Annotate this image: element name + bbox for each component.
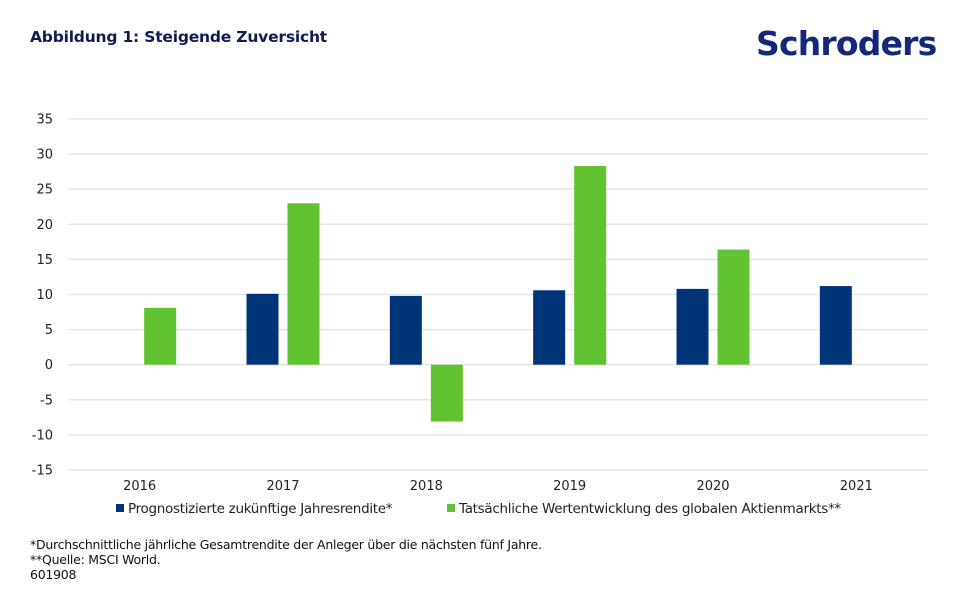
y-tick-label: 0 bbox=[45, 358, 53, 373]
x-tick-label-2021: 2021 bbox=[840, 479, 873, 494]
x-axis-ticks: 2016 2017 2018 2019 2020 2021 bbox=[123, 479, 873, 494]
bar-actual-2018 bbox=[430, 364, 463, 422]
y-tick-label: 35 bbox=[36, 113, 53, 128]
bar-forecast-2017 bbox=[246, 293, 279, 365]
footnotes: *Durchschnittliche jährliche Gesamtrendi… bbox=[30, 537, 542, 582]
y-tick-label: -10 bbox=[32, 428, 53, 443]
footnote-1: *Durchschnittliche jährliche Gesamtrendi… bbox=[30, 537, 542, 552]
legend-swatch-actual bbox=[447, 504, 455, 512]
schroders-logo: Schroders bbox=[756, 24, 937, 63]
grid-lines bbox=[68, 118, 928, 471]
y-tick-label: -15 bbox=[32, 464, 53, 479]
legend: Prognostizierte zukünftige Jahresrendite… bbox=[0, 501, 960, 521]
bar-actual-2020 bbox=[717, 249, 750, 365]
y-tick-label: 20 bbox=[36, 218, 53, 233]
x-tick-label-2019: 2019 bbox=[553, 479, 586, 494]
y-tick-label: -5 bbox=[40, 393, 53, 408]
y-tick-label: 5 bbox=[45, 323, 53, 338]
bar-forecast-2021 bbox=[819, 286, 852, 365]
bars bbox=[144, 166, 852, 422]
legend-label-forecast: Prognostizierte zukünftige Jahresrendite… bbox=[128, 501, 393, 517]
bar-forecast-2018 bbox=[389, 295, 422, 365]
x-tick-label-2018: 2018 bbox=[410, 479, 443, 494]
bar-forecast-2019 bbox=[533, 290, 566, 365]
y-axis-ticks: 35 30 25 20 15 10 5 0 -5 -10 -15 bbox=[32, 113, 53, 479]
legend-item-forecast: Prognostizierte zukünftige Jahresrendite… bbox=[116, 501, 393, 517]
y-tick-label: 10 bbox=[36, 288, 53, 303]
legend-label-actual: Tatsächliche Wertentwicklung des globale… bbox=[459, 501, 841, 517]
footnote-2: **Quelle: MSCI World. bbox=[30, 552, 161, 567]
bar-forecast-2020 bbox=[676, 288, 709, 365]
legend-swatch-forecast bbox=[116, 504, 124, 512]
y-tick-label: 30 bbox=[36, 148, 53, 163]
x-tick-label-2016: 2016 bbox=[123, 479, 156, 494]
bar-actual-2017 bbox=[287, 203, 320, 365]
x-tick-label-2017: 2017 bbox=[266, 479, 299, 494]
legend-item-actual: Tatsächliche Wertentwicklung des globale… bbox=[447, 501, 841, 517]
y-tick-label: 25 bbox=[36, 183, 53, 198]
bar-actual-2019 bbox=[574, 166, 607, 365]
chart-title: Abbildung 1: Steigende Zuversicht bbox=[30, 28, 327, 46]
x-tick-label-2020: 2020 bbox=[696, 479, 729, 494]
footnote-code: 601908 bbox=[30, 567, 77, 582]
bar-actual-2016 bbox=[144, 307, 177, 365]
y-tick-label: 15 bbox=[36, 253, 53, 268]
